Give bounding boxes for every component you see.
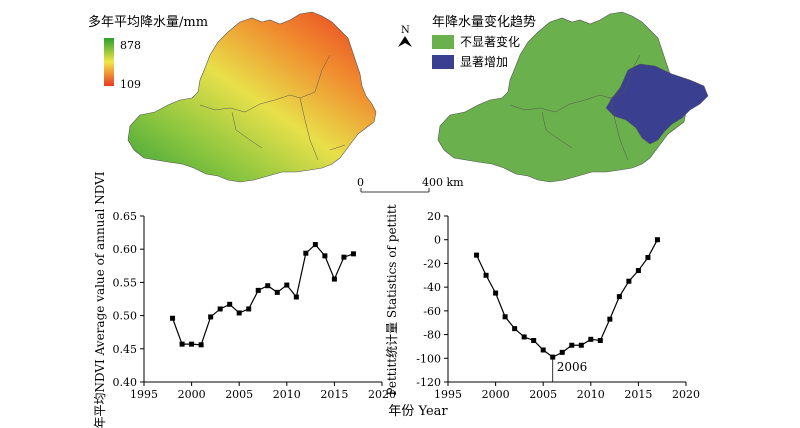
y-tick-label: -80 (423, 329, 441, 342)
trend-legend-swatch-0 (432, 35, 454, 49)
data-point (531, 338, 537, 343)
data-point (341, 254, 347, 260)
y-tick-label: 0.40 (113, 376, 138, 389)
data-point (246, 306, 252, 312)
data-point (654, 237, 660, 243)
pettitt-points (474, 237, 660, 360)
x-tick-label: 1995 (434, 388, 462, 401)
data-point (198, 342, 204, 348)
trend-map-title: 年降水量变化趋势 (432, 14, 536, 30)
y-tick-label: 20 (427, 210, 441, 223)
y-tick-label: -40 (423, 281, 441, 294)
data-point (645, 255, 651, 260)
data-point (521, 334, 527, 340)
y-tick-label: -100 (416, 352, 441, 365)
data-point (331, 276, 337, 282)
precip-legend-min: 109 (120, 78, 141, 91)
data-point (236, 310, 242, 316)
data-point (540, 347, 546, 353)
data-point (189, 341, 195, 347)
data-point (265, 283, 271, 289)
precip-legend-max: 878 (120, 39, 141, 52)
precip-province-borders (199, 54, 346, 161)
data-point (227, 301, 233, 307)
x-tick-label: 2015 (320, 388, 348, 401)
x-tick-label: 2010 (577, 388, 605, 401)
x-tick-label: 2005 (529, 388, 557, 401)
trend-significant-zone (605, 63, 709, 145)
precip-region-shape (127, 11, 377, 183)
ndvi-series-line (171, 243, 354, 346)
data-point (255, 287, 261, 293)
data-point (208, 314, 214, 320)
precip-map: 多年平均降水量/mm 878 109 (88, 11, 377, 183)
data-point (217, 306, 223, 312)
data-point (303, 250, 309, 256)
ndvi-points (170, 242, 356, 348)
data-point (322, 253, 328, 259)
data-point (578, 342, 584, 348)
data-point (588, 336, 594, 342)
y-tick-label: 0.50 (113, 310, 138, 323)
data-point (559, 349, 565, 355)
data-point (626, 278, 632, 284)
data-point (284, 282, 290, 288)
data-point (635, 268, 641, 274)
north-arrow-icon: N (398, 25, 412, 47)
north-label: N (401, 25, 410, 36)
pettitt-ylabel: Pettitt统计量 Statistics of pettitt (385, 204, 399, 396)
data-point (616, 294, 622, 300)
y-tick-label: 0.45 (113, 343, 138, 356)
x-tick-label: 2015 (624, 388, 652, 401)
x-tick-label: 2020 (672, 388, 700, 401)
x-tick-label: 2010 (273, 388, 301, 401)
trend-map: 年降水量变化趋势 不显著变化 显著增加 (432, 11, 709, 183)
data-point (483, 272, 489, 278)
data-point (312, 242, 318, 248)
precip-legend-bar (104, 38, 114, 86)
data-point (293, 294, 299, 300)
data-point (569, 342, 575, 348)
y-tick-label: -60 (423, 305, 441, 318)
trend-province-borders (509, 54, 641, 161)
ndvi-ylabel: 年平均NDVI Average value of annual NDVI (93, 171, 107, 428)
y-tick-label: 0.55 (113, 276, 138, 289)
scale-bar: 0 400 km (357, 176, 464, 193)
data-point (350, 251, 356, 257)
pettitt-series-line (476, 239, 658, 358)
pettitt-ticks: 1995 2000 2005 2010 2015 2020 -120 -100 -80 -60 -4… (416, 210, 700, 401)
ndvi-ticks: 1995 2000 2005 2010 2015 2020 0.40 0.45 0.50 0.55… (113, 210, 397, 401)
pettitt-chart: 1995 2000 2005 2010 2015 2020 -120 -100 -80 -60 -4… (385, 204, 700, 401)
data-point (274, 289, 280, 295)
data-point (550, 354, 556, 360)
y-tick-label: -20 (423, 257, 441, 270)
trend-legend-label-0: 不显著变化 (460, 34, 520, 49)
data-point (512, 326, 518, 332)
data-point (502, 314, 508, 320)
trend-legend-swatch-1 (432, 55, 454, 69)
shared-xlabel: 年份 Year (388, 404, 448, 419)
x-tick-label: 1995 (130, 388, 158, 401)
data-point (179, 341, 185, 347)
data-point (597, 338, 603, 343)
y-tick-label: -120 (416, 376, 441, 389)
data-point (493, 290, 499, 296)
ndvi-chart: 1995 2000 2005 2010 2015 2020 0.40 0.45 0.50 0.55… (93, 171, 396, 428)
precip-map-title: 多年平均降水量/mm (88, 14, 208, 30)
x-tick-label: 2000 (482, 388, 510, 401)
y-tick-label: 0 (434, 234, 441, 247)
x-tick-label: 2005 (225, 388, 253, 401)
y-tick-label: 0.65 (113, 210, 138, 223)
data-point (474, 252, 480, 258)
pettitt-change-point-label: 2006 (557, 360, 588, 374)
data-point (170, 315, 176, 321)
data-point (607, 316, 613, 322)
x-tick-label: 2020 (368, 388, 396, 401)
x-tick-label: 2000 (178, 388, 206, 401)
trend-legend-label-1: 显著增加 (460, 55, 508, 69)
y-tick-label: 0.60 (113, 243, 138, 256)
scale-right-label: 400 km (422, 176, 464, 189)
scale-left-label: 0 (357, 176, 364, 189)
